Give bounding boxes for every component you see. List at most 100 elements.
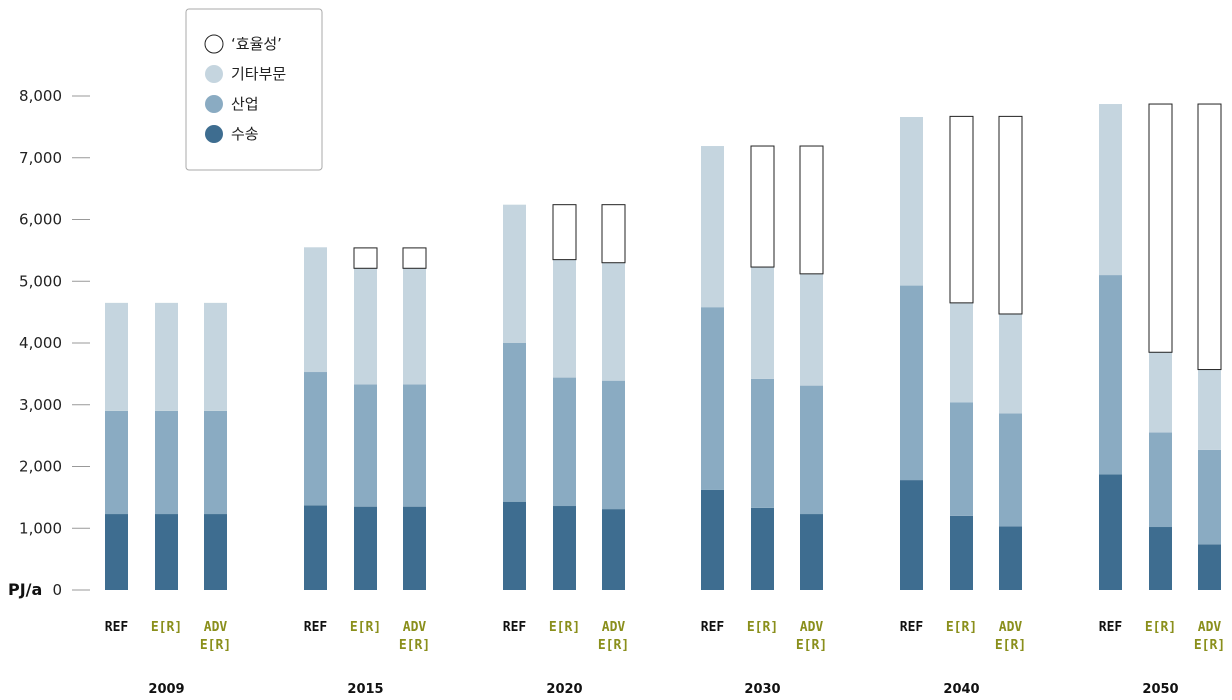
bar-segment xyxy=(304,372,327,506)
bar-segment xyxy=(602,262,625,381)
scenario-label: E[R] xyxy=(1145,620,1176,635)
legend-label: 산업 xyxy=(231,95,259,113)
legend-swatch xyxy=(205,125,223,143)
scenario-label: E[R] xyxy=(350,620,381,635)
scenario-label: E[R] xyxy=(200,638,231,653)
scenario-label: E[R] xyxy=(151,620,182,635)
bar-segment xyxy=(1099,275,1122,475)
scenario-label: REF xyxy=(900,620,924,635)
bar-segment xyxy=(402,247,427,269)
bar-segment xyxy=(701,307,724,490)
bar-segment xyxy=(553,377,576,507)
scenario-label: E[R] xyxy=(549,620,580,635)
scenario-label: REF xyxy=(1099,620,1123,635)
bar-segment xyxy=(552,204,577,261)
scenario-label: E[R] xyxy=(1194,638,1225,653)
legend-swatch xyxy=(204,34,224,54)
scenario-label: ADV xyxy=(999,620,1023,635)
bar-segment xyxy=(949,115,974,304)
y-tick-label: 3,000 xyxy=(19,396,62,414)
x-axis-labels: REF E[R] ADV E[R] 2009 REF E[R] ADV E[R] 2015 REF E… xyxy=(105,620,1225,697)
bar-segment xyxy=(304,505,327,590)
bar-segment xyxy=(1149,432,1172,528)
year-label: 2050 xyxy=(1142,682,1178,697)
scenario-label: ADV xyxy=(403,620,427,635)
scenario-label: E[R] xyxy=(747,620,778,635)
y-tick-label: 2,000 xyxy=(19,458,62,476)
y-tick-label: 4,000 xyxy=(19,334,62,352)
bar-segment xyxy=(701,489,724,590)
bar-segment xyxy=(999,526,1022,590)
bar-segment xyxy=(105,514,128,590)
legend-label: ‘효율성’ xyxy=(231,35,282,53)
bar-group xyxy=(105,103,1222,590)
bar-segment xyxy=(553,259,576,378)
bar-segment xyxy=(751,507,774,590)
bar-segment xyxy=(999,313,1022,414)
scenario-label: ADV xyxy=(204,620,228,635)
bar-segment xyxy=(354,268,377,385)
bar-segment xyxy=(1149,352,1172,433)
bar-segment xyxy=(503,343,526,502)
bar-segment xyxy=(105,302,128,411)
bar-segment xyxy=(602,380,625,510)
scenario-label: REF xyxy=(503,620,527,635)
bar-segment xyxy=(1198,369,1221,450)
scenario-label: REF xyxy=(304,620,328,635)
scenario-label: E[R] xyxy=(598,638,629,653)
bar-segment xyxy=(950,302,973,403)
year-label: 2030 xyxy=(744,682,780,697)
scenario-label: E[R] xyxy=(796,638,827,653)
bar-segment xyxy=(403,506,426,590)
bar-segment xyxy=(155,410,178,515)
year-label: 2040 xyxy=(943,682,979,697)
scenario-label: ADV xyxy=(1198,620,1222,635)
legend-box xyxy=(185,8,323,171)
scenario-label: ADV xyxy=(800,620,824,635)
bar-segment xyxy=(304,247,327,373)
y-tick-label: 8,000 xyxy=(19,87,62,105)
legend-swatch xyxy=(205,65,223,83)
bar-segment xyxy=(999,413,1022,527)
bar-segment xyxy=(503,501,526,590)
bar-segment xyxy=(1197,103,1222,371)
y-axis: 0 1,000 2,000 3,000 4,000 5,000 6,000 7,000 8,00… xyxy=(19,87,90,599)
legend-swatch xyxy=(205,95,223,113)
bar-segment xyxy=(1198,544,1221,590)
bar-segment xyxy=(1148,103,1173,353)
bar-segment xyxy=(900,480,923,590)
bar-segment xyxy=(601,204,626,264)
legend-label: 기타부문 xyxy=(231,65,286,83)
year-label: 2015 xyxy=(347,682,383,697)
bar-segment xyxy=(353,247,378,269)
bar-segment xyxy=(155,302,178,411)
bar-segment xyxy=(503,204,526,343)
y-tick-label: 1,000 xyxy=(19,519,62,537)
bar-segment xyxy=(751,378,774,508)
bar-segment xyxy=(1149,527,1172,590)
bar-segment xyxy=(950,402,973,516)
y-unit-label: PJ/a xyxy=(8,580,42,599)
bar-segment xyxy=(1099,104,1122,276)
bar-segment xyxy=(799,145,824,275)
bar-segment xyxy=(701,146,724,308)
year-label: 2020 xyxy=(546,682,582,697)
scenario-label: E[R] xyxy=(995,638,1026,653)
bar-segment xyxy=(403,384,426,507)
year-label: 2009 xyxy=(148,682,184,697)
bar-segment xyxy=(403,268,426,385)
bar-segment xyxy=(1198,449,1221,545)
bar-segment xyxy=(204,302,227,411)
y-tick-label: 0 xyxy=(52,581,62,599)
bar-segment xyxy=(204,410,227,515)
bar-segment xyxy=(354,506,377,590)
bar-segment xyxy=(751,267,774,379)
legend-label: 수송 xyxy=(231,125,259,143)
bar-segment xyxy=(204,514,227,590)
scenario-label: REF xyxy=(105,620,129,635)
bar-segment xyxy=(998,115,1023,315)
bar-segment xyxy=(553,506,576,590)
scenario-label: REF xyxy=(701,620,725,635)
